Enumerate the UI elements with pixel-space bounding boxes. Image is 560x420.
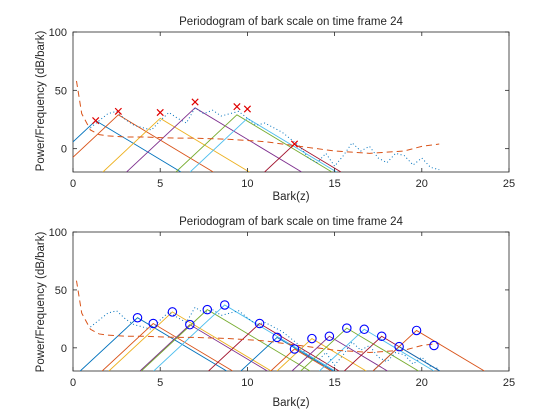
psd-dotted-line <box>90 306 440 370</box>
triangle-line-4 <box>175 114 333 172</box>
peak-marker-o-11 <box>342 323 352 333</box>
top-y-axis-label: Power/Frequency (dB/bark) <box>35 31 47 172</box>
peak-marker-x-5 <box>243 105 252 113</box>
peak-marker-o-6 <box>254 318 265 329</box>
peak-marker-x-6 <box>290 140 299 148</box>
y-tick-label-1: 50 <box>55 285 67 297</box>
triangle-line-0 <box>79 317 227 371</box>
x-tick-label-5: 25 <box>503 377 515 389</box>
peak-marker-x-4 <box>233 103 241 111</box>
bottom-chart-title: Periodogram of bark scale on time frame … <box>179 216 403 228</box>
triangle-line-3 <box>126 107 302 172</box>
x-tick-label-5: 25 <box>503 178 515 190</box>
peak-marker-o-1 <box>148 318 158 329</box>
x-tick-label-4: 20 <box>416 178 428 190</box>
peak-marker-o-5 <box>219 300 230 310</box>
top-plot-area: 0 5 10 15 20 25 0 50 100 <box>49 27 515 190</box>
peak-marker-o-7 <box>272 332 282 343</box>
bottom-panel: Periodogram of bark scale on time frame … <box>35 216 515 409</box>
triangle-line-14 <box>372 346 441 371</box>
peak-marker-o-9 <box>307 333 317 344</box>
peak-marker-o-16 <box>429 340 439 351</box>
triangle-line-11 <box>300 327 419 371</box>
x-tick-label-3: 15 <box>328 178 340 190</box>
x-tick-label-0: 0 <box>70 377 76 389</box>
triangle-line-9 <box>276 338 367 371</box>
axes-box <box>72 31 510 173</box>
bottom-plot-area: 0 5 10 15 20 25 0 50 100 <box>49 227 515 389</box>
y-tick-label-0: 0 <box>61 343 67 355</box>
triangle-line-3 <box>139 324 268 371</box>
triangle-line-6 <box>208 322 340 371</box>
top-x-axis-label: Bark(z) <box>272 191 309 203</box>
peak-marker-o-4 <box>202 304 213 315</box>
peak-marker-x-0 <box>92 117 100 125</box>
triangle-line-5 <box>189 117 337 172</box>
peak-marker-o-12 <box>359 324 369 335</box>
bottom-x-axis-label: Bark(z) <box>272 397 309 409</box>
triangle-line-4 <box>140 309 311 371</box>
threshold-dashed-line <box>75 280 440 353</box>
top-chart-title: Periodogram of bark scale on time frame … <box>179 16 403 28</box>
triangle-line-12 <box>319 328 435 371</box>
triangle-line-10 <box>291 335 388 371</box>
y-tick-label-1: 50 <box>55 85 67 97</box>
psd-dotted-line <box>90 107 440 171</box>
peak-marker-x-2 <box>156 108 164 117</box>
peak-marker-o-13 <box>376 331 387 341</box>
plot-series-group <box>73 80 440 172</box>
triangle-line-8 <box>270 348 332 371</box>
x-tick-label-0: 0 <box>70 178 76 190</box>
peak-marker-o-14 <box>394 341 404 352</box>
axes-box <box>72 231 510 372</box>
triangle-line-15 <box>372 329 485 371</box>
peak-marker-x-3 <box>191 98 199 106</box>
y-tick-label-2: 100 <box>49 227 67 239</box>
y-tick-label-2: 100 <box>49 27 67 39</box>
plot-series-group <box>75 280 485 371</box>
peak-marker-o-3 <box>185 319 195 330</box>
triangle-line-2 <box>108 311 272 371</box>
top-panel: Periodogram of bark scale on time frame … <box>35 16 515 203</box>
peak-marker-o-0 <box>132 312 143 323</box>
triangle-line-1 <box>101 322 233 371</box>
peak-marker-o-15 <box>411 325 422 336</box>
bottom-y-axis-label: Power/Frequency (dB/bark) <box>35 232 47 373</box>
peak-marker-o-10 <box>324 331 335 341</box>
peak-marker-o-2 <box>167 307 178 317</box>
peak-marker-x-1 <box>114 107 122 115</box>
x-tick-label-4: 20 <box>416 377 428 389</box>
triangle-line-2 <box>102 117 250 172</box>
x-tick-label-3: 15 <box>328 377 340 389</box>
triangle-line-1 <box>73 114 214 172</box>
y-tick-label-0: 0 <box>61 144 67 156</box>
threshold-dashed-line <box>75 80 440 154</box>
x-tick-label-1: 5 <box>157 178 163 190</box>
x-tick-label-2: 10 <box>241 178 253 190</box>
x-tick-label-1: 5 <box>157 377 163 389</box>
peak-marker-o-8 <box>289 344 300 354</box>
x-tick-label-2: 10 <box>241 377 253 389</box>
